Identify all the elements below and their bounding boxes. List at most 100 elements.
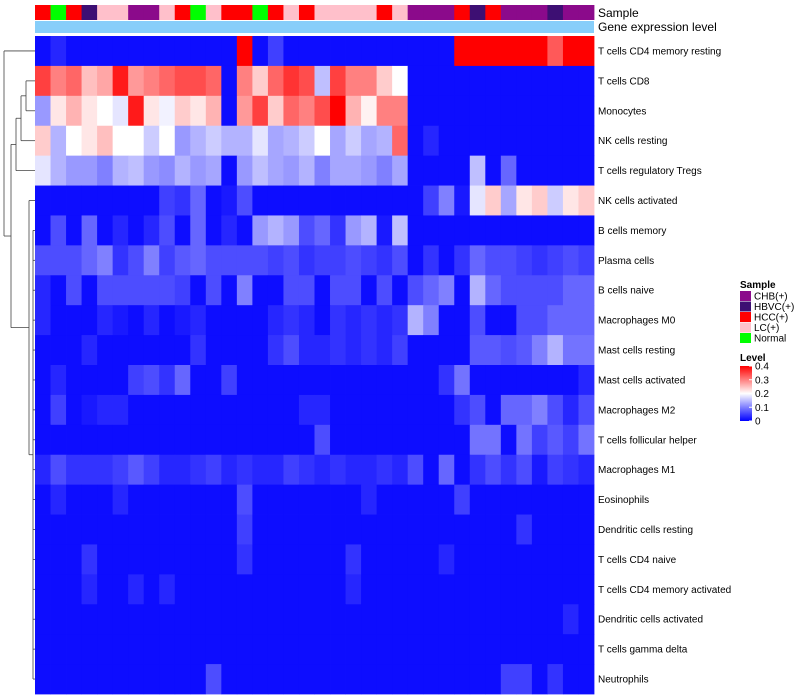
heatmap-cell	[159, 634, 176, 665]
heatmap-cell	[252, 275, 269, 306]
heatmap-cell	[174, 95, 191, 127]
heatmap-cell	[35, 634, 51, 665]
heatmap-cell	[407, 424, 424, 456]
heatmap-cell	[392, 125, 409, 157]
heatmap-cell	[221, 514, 238, 545]
heatmap-cell	[159, 544, 176, 575]
heatmap-cell	[423, 604, 440, 635]
sample-legend-label: HBVC(+)	[754, 302, 794, 313]
heatmap-cell	[252, 185, 269, 216]
heatmap-cell	[81, 245, 98, 276]
heatmap-cell	[128, 275, 145, 306]
heatmap-cell	[35, 335, 51, 366]
heatmap-cell	[81, 454, 98, 486]
heatmap-cell	[376, 544, 393, 575]
heatmap-cell	[438, 604, 455, 635]
heatmap-cell	[330, 454, 346, 486]
level-legend: Level 0.4 0.3 0.2 0.1 0	[740, 353, 769, 428]
heatmap-cell	[500, 664, 517, 695]
heatmap-cell	[112, 65, 129, 97]
heatmap-cell	[97, 95, 114, 127]
heatmap-cell	[143, 574, 160, 605]
heatmap-cell	[174, 394, 191, 426]
heatmap-cell	[81, 365, 98, 396]
heatmap-cell	[283, 95, 300, 127]
heatmap-cell	[81, 275, 98, 306]
heatmap-cell	[407, 664, 424, 695]
heatmap-cell	[345, 664, 362, 695]
heatmap-cell	[252, 155, 269, 186]
heatmap-cell	[392, 664, 409, 695]
heatmap-cell	[66, 634, 82, 665]
heatmap-cell	[330, 365, 346, 396]
heatmap-cell	[221, 275, 238, 306]
heatmap-cell	[128, 544, 145, 575]
heatmap-cell	[562, 484, 579, 515]
heatmap-cell	[66, 424, 82, 456]
heatmap-cell	[81, 574, 98, 605]
heatmap-cell	[485, 125, 502, 157]
heatmap-cell	[438, 574, 455, 605]
heatmap-cell	[50, 365, 67, 396]
heatmap-cell	[392, 394, 409, 426]
heatmap-cell	[81, 155, 98, 186]
heatmap-cell	[516, 664, 533, 695]
heatmap-cell	[267, 514, 284, 545]
heatmap-cell	[345, 634, 362, 665]
heatmap-cell	[516, 185, 533, 216]
heatmap-cell	[361, 125, 378, 157]
heatmap-cell	[485, 574, 502, 605]
sample-annotation-cell	[283, 5, 300, 20]
heatmap-cell	[376, 604, 393, 635]
heatmap-cell	[407, 305, 424, 336]
heatmap-cell	[454, 65, 471, 97]
heatmap-cell	[190, 275, 207, 306]
heatmap-cell	[112, 514, 129, 545]
heatmap-cell	[361, 544, 378, 575]
heatmap-cell	[267, 185, 284, 216]
heatmap-cell	[438, 65, 455, 97]
heatmap-cell	[283, 245, 300, 276]
heatmap-cell	[190, 95, 207, 127]
level-tick-label: 0.4	[755, 362, 769, 373]
heatmap-cell	[205, 215, 222, 246]
heatmap-cell	[81, 424, 98, 456]
heatmap-cell	[485, 185, 502, 216]
level-tick-label: 0.3	[755, 375, 769, 386]
heatmap-cell	[361, 305, 378, 336]
heatmap-cell	[50, 155, 67, 186]
heatmap-cell	[298, 365, 315, 396]
heatmap-cell	[361, 664, 378, 695]
sample-legend-label: Normal	[754, 334, 786, 345]
heatmap-cell	[159, 604, 176, 635]
heatmap-cell	[469, 305, 486, 336]
heatmap-cell	[531, 544, 548, 575]
heatmap-cell	[330, 155, 346, 186]
heatmap-cell	[407, 365, 424, 396]
sample-annotation-cell	[143, 5, 160, 20]
heatmap-cell	[516, 335, 533, 366]
heatmap-cell	[392, 634, 409, 665]
heatmap-cell	[236, 185, 253, 216]
heatmap-cell	[500, 305, 517, 336]
sample-annotation-cell	[252, 5, 269, 20]
heatmap-cell	[221, 634, 238, 665]
heatmap-cell	[112, 544, 129, 575]
heatmap-cell	[454, 125, 471, 157]
heatmap-cell	[423, 514, 440, 545]
heatmap-cell	[547, 365, 564, 396]
heatmap-cell	[407, 634, 424, 665]
heatmap-cell	[35, 604, 51, 635]
heatmap-cell	[143, 424, 160, 456]
heatmap-cell	[66, 365, 82, 396]
heatmap-cell	[314, 155, 331, 186]
heatmap-cell	[35, 275, 51, 306]
heatmap-cell	[345, 484, 362, 515]
heatmap-cell	[531, 65, 548, 97]
row-label: Neutrophils	[598, 675, 649, 686]
heatmap-cell	[97, 604, 114, 635]
heatmap-cell	[392, 245, 409, 276]
heatmap-cell	[454, 36, 471, 67]
heatmap-cell	[578, 664, 595, 695]
heatmap-cell	[267, 394, 284, 426]
